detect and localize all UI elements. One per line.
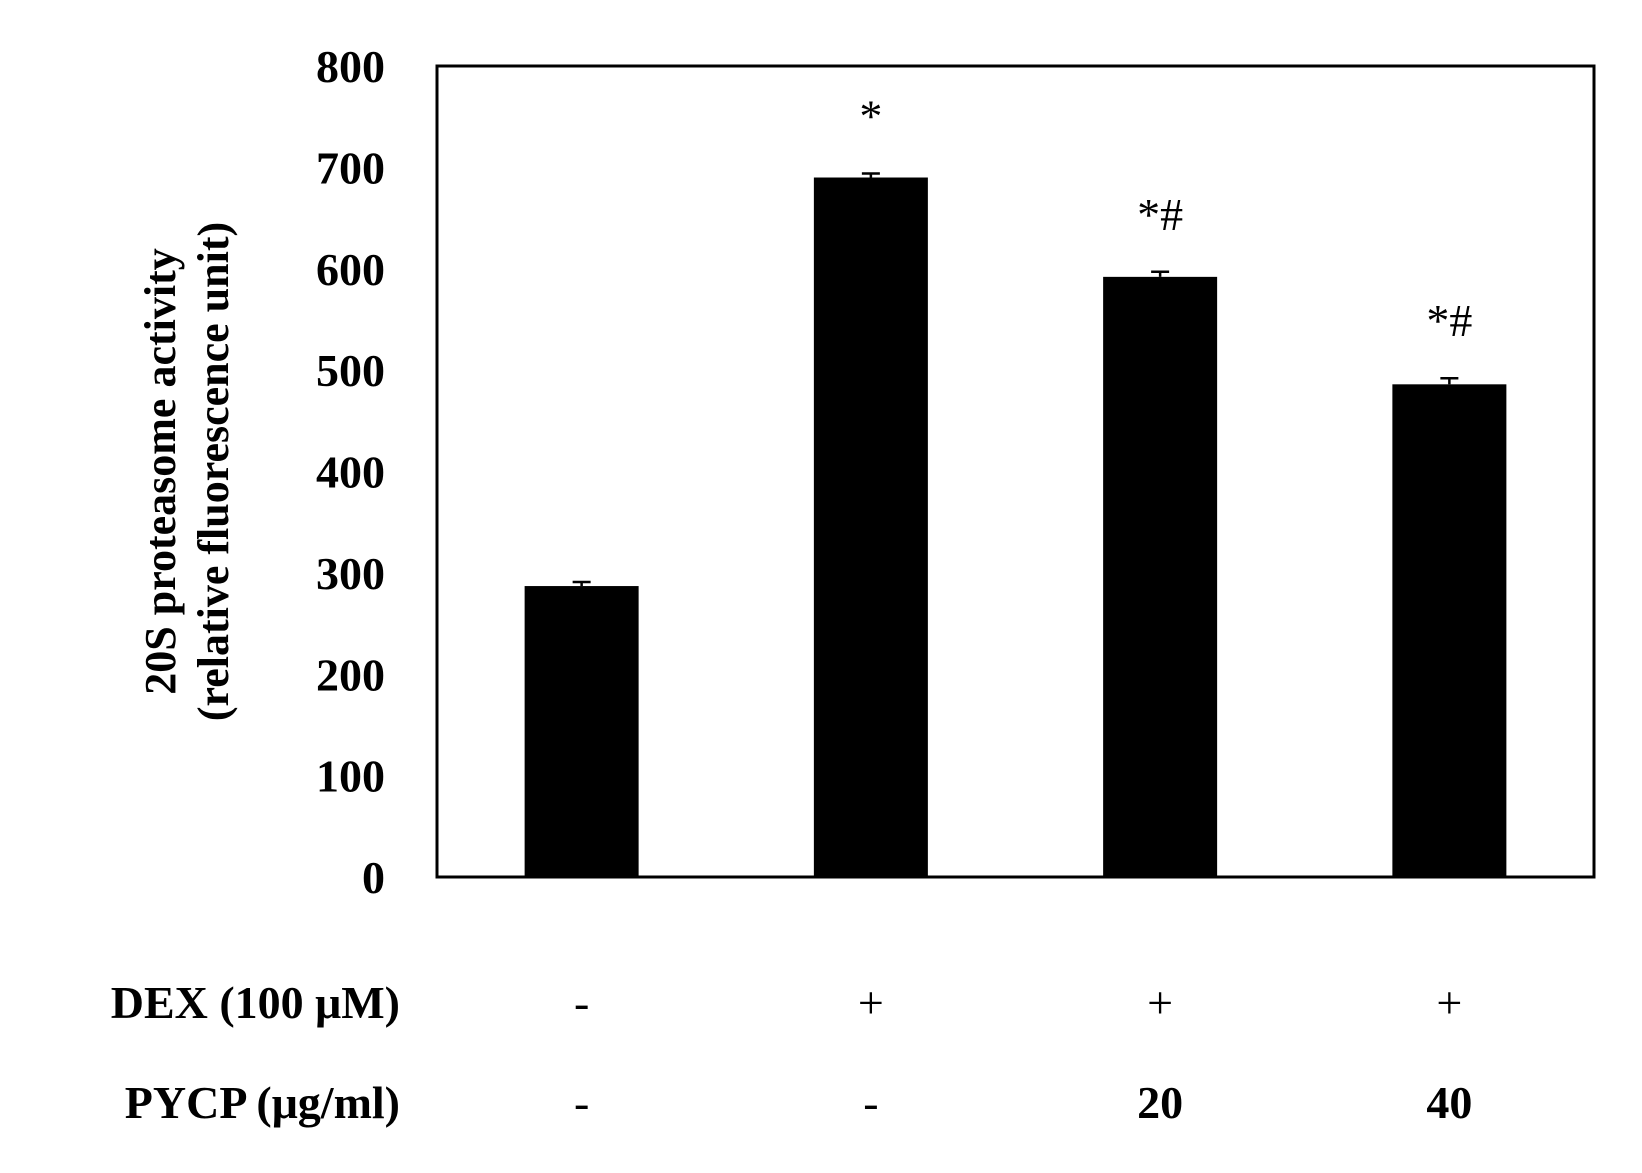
bar — [524, 586, 639, 877]
treatment-row-label: PYCP (μg/ml) — [125, 1077, 400, 1128]
treatment-row-value: - — [574, 977, 589, 1028]
y-axis-title: 20S proteasome activity (relative fluores… — [136, 222, 238, 721]
y-tick-label: 100 — [316, 751, 385, 802]
error-bar — [1440, 376, 1459, 385]
y-tick-label: 300 — [316, 548, 385, 599]
y-axis-ticks: 0 100 200 300 400 500 600 700 800 — [316, 41, 385, 903]
treatment-row-value: 20 — [1137, 1077, 1183, 1128]
error-bar — [1151, 270, 1170, 277]
bar — [1103, 276, 1218, 877]
bar — [813, 177, 928, 877]
y-axis-title-line: 20S proteasome activity — [136, 248, 185, 694]
treatment-row-label: DEX (100 μM) — [111, 977, 400, 1028]
bar — [1392, 384, 1507, 877]
error-bar — [572, 580, 591, 587]
plot-frame — [435, 64, 1596, 879]
treatment-row-value: + — [1436, 977, 1462, 1028]
y-tick-label: 200 — [316, 649, 385, 700]
significance-annotation: * — [859, 90, 882, 141]
treatment-row-value: - — [863, 1077, 878, 1128]
treatment-row-value: + — [1147, 977, 1173, 1028]
bars: * *# *# — [524, 90, 1507, 877]
treatment-row-value: 40 — [1426, 1077, 1472, 1128]
y-axis-title-line: (relative fluorescence unit) — [189, 222, 238, 721]
y-tick-label: 600 — [316, 244, 385, 295]
y-tick-label: 400 — [316, 447, 385, 498]
y-tick-label: 800 — [316, 41, 385, 92]
treatment-rows: DEX (100 μM) - + + + PYCP (μg/ml) - - 20 40 — [111, 977, 1473, 1128]
significance-annotation: *# — [1137, 189, 1183, 240]
y-tick-label: 0 — [362, 852, 385, 903]
treatment-row-value: - — [574, 1077, 589, 1128]
significance-annotation: *# — [1426, 295, 1472, 346]
error-bar — [861, 172, 880, 178]
treatment-row-value: + — [858, 977, 884, 1028]
y-tick-label: 500 — [316, 345, 385, 396]
y-tick-label: 700 — [316, 142, 385, 193]
